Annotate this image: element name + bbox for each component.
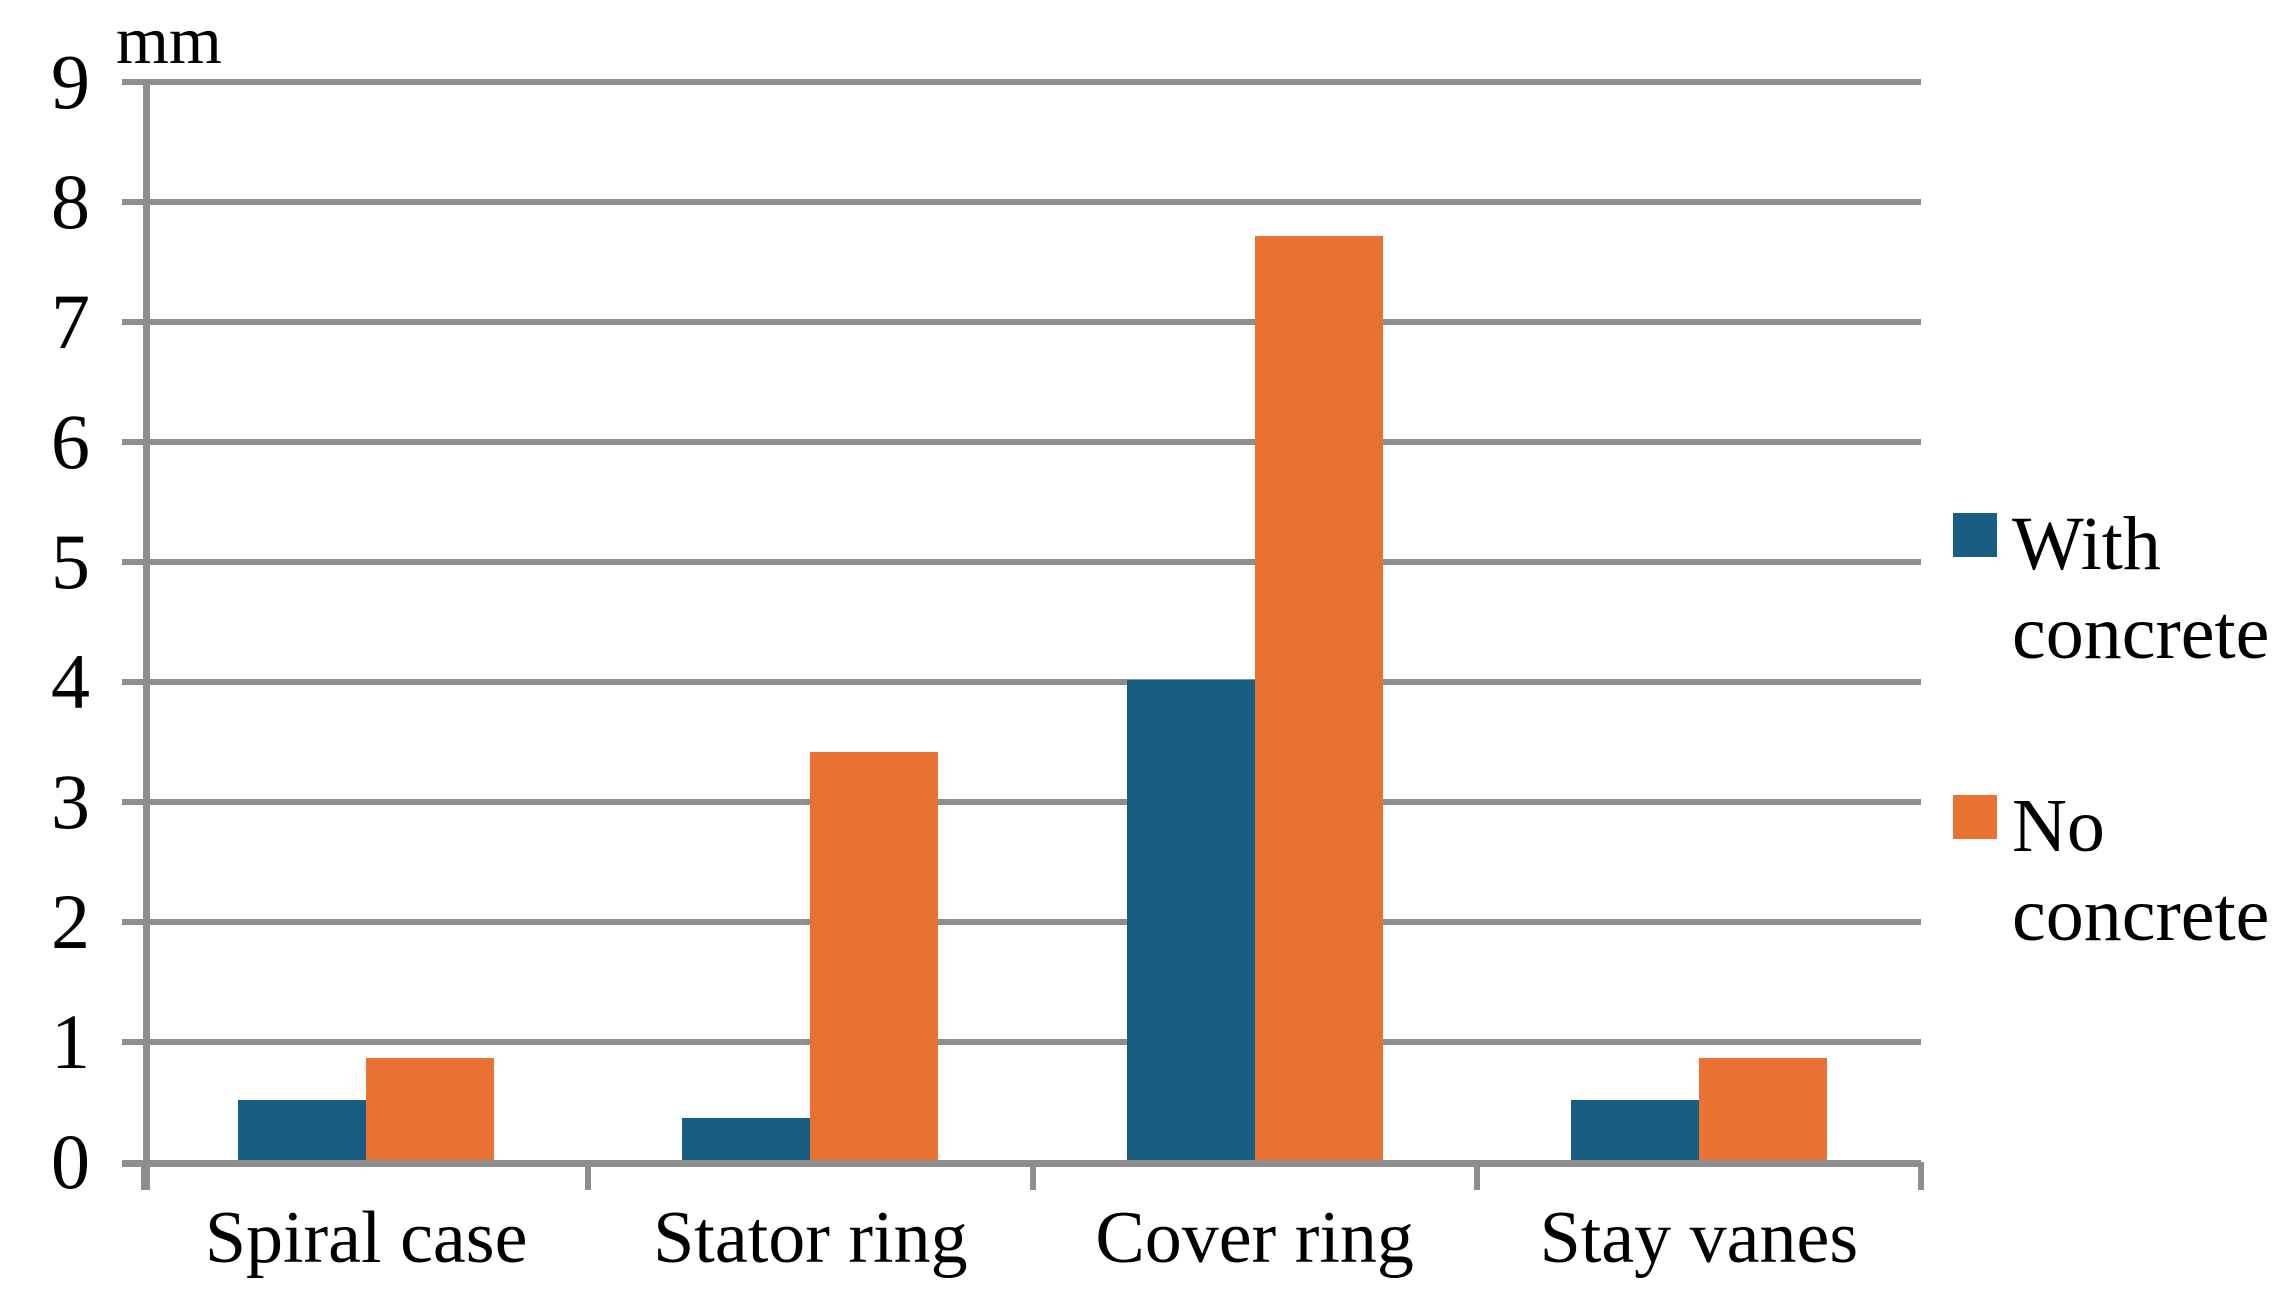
x-axis-tick: [1473, 1162, 1480, 1190]
x-axis-line: [122, 1160, 1921, 1167]
legend-label: With concrete: [2012, 502, 2270, 675]
bar-no-concrete: [1698, 1058, 1827, 1160]
y-tick-label: 6: [51, 398, 90, 485]
gridline: [122, 919, 1921, 925]
x-axis-tick: [1918, 1162, 1924, 1190]
y-tick-label: 7: [51, 278, 90, 365]
y-axis-line: [143, 79, 150, 1190]
gridline: [122, 559, 1921, 565]
gridline: [122, 1039, 1921, 1045]
legend-swatch: [1953, 513, 1997, 557]
bar-with-concrete: [1126, 680, 1255, 1160]
y-tick-label: 3: [51, 758, 90, 845]
y-axis-unit-label: mm: [116, 2, 222, 78]
gridline: [122, 799, 1921, 805]
y-tick-label: 9: [51, 38, 90, 125]
bar-no-concrete: [810, 752, 939, 1160]
x-axis-tick: [141, 1162, 147, 1190]
y-tick-label: 0: [51, 1118, 90, 1205]
gridline: [122, 199, 1921, 205]
category-label: Stator ring: [653, 1197, 968, 1279]
x-axis-tick: [585, 1162, 592, 1190]
gridline: [122, 439, 1921, 445]
y-tick-label: 8: [51, 158, 90, 245]
bar-with-concrete: [238, 1100, 367, 1160]
y-tick-label: 5: [51, 518, 90, 605]
bar-with-concrete: [682, 1118, 811, 1160]
y-tick-label: 2: [51, 878, 90, 965]
bar-no-concrete: [1254, 236, 1383, 1160]
y-tick-label: 4: [51, 638, 90, 725]
gridline: [122, 319, 1921, 325]
category-label: Cover ring: [1095, 1197, 1414, 1279]
legend-swatch: [1953, 795, 1997, 839]
legend-label: No concrete: [2012, 784, 2270, 957]
bar-with-concrete: [1570, 1100, 1699, 1160]
gridline: [122, 79, 1921, 85]
x-axis-tick: [1029, 1162, 1036, 1190]
category-label: Spiral case: [204, 1197, 528, 1279]
gridline: [122, 679, 1921, 685]
bar-no-concrete: [366, 1058, 495, 1160]
category-label: Stay vanes: [1539, 1197, 1859, 1279]
y-tick-label: 1: [51, 998, 90, 1085]
